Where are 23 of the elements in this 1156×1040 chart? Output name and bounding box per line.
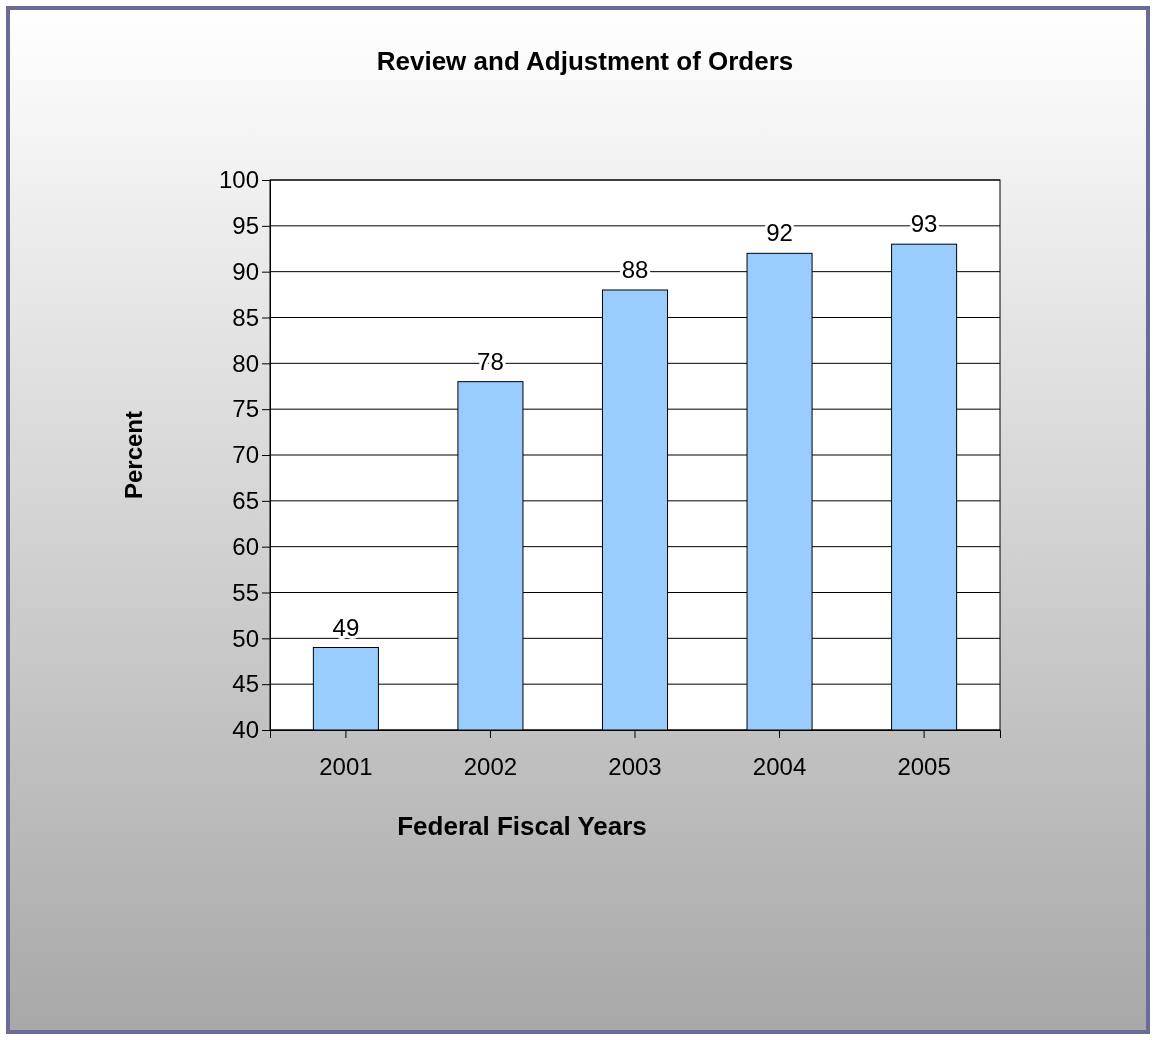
x-tick-label: 2002 [463,752,518,780]
chart-title: Review and Adjustment of Orders [376,46,794,76]
y-tick-label: 75 [232,395,259,423]
y-tick-label: 60 [232,532,259,560]
y-tick-label: 70 [232,441,259,469]
x-tick-label: 2004 [752,752,807,780]
x-axis-title: Federal Fiscal Years [397,811,647,841]
y-tick-label: 80 [232,349,259,377]
y-tick-label: 95 [232,212,259,240]
y-tick-label: 100 [218,166,259,194]
x-tick-label: 2001 [319,752,373,780]
y-axis-title: Percent [120,410,147,500]
y-tick-label: 45 [232,670,259,698]
data-label: 92 [766,219,793,247]
y-tick-label: 50 [232,624,259,652]
y-tick-label: 55 [232,578,259,606]
y-tick-label: 65 [232,487,259,515]
y-tick-label: 85 [232,303,259,331]
x-tick-label: 2005 [897,752,951,780]
x-tick-label: 2003 [608,752,662,780]
y-tick-label: 90 [232,257,259,285]
data-label: 49 [332,613,360,641]
y-tick-label: 40 [232,716,259,744]
